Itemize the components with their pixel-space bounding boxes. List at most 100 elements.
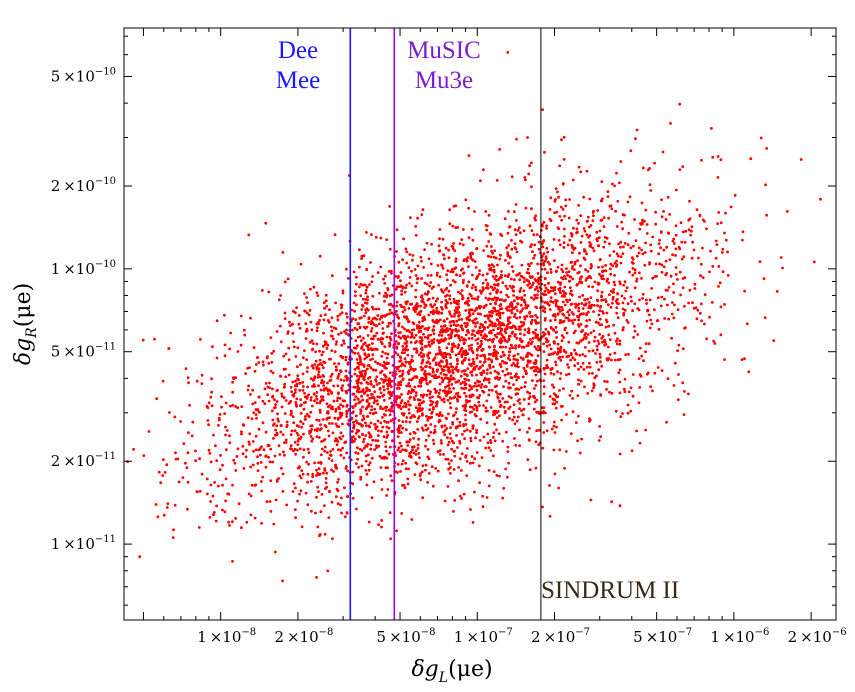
scatter-point bbox=[570, 311, 574, 314]
scatter-point bbox=[542, 252, 546, 256]
scatter-point bbox=[342, 379, 346, 382]
scatter-point bbox=[679, 293, 682, 297]
scatter-point bbox=[294, 379, 297, 383]
scatter-point bbox=[375, 375, 379, 379]
scatter-point bbox=[221, 508, 224, 512]
scatter-point bbox=[473, 334, 477, 337]
scatter-point bbox=[510, 376, 514, 380]
scatter-point bbox=[489, 255, 493, 259]
scatter-point bbox=[466, 374, 469, 378]
scatter-point bbox=[542, 342, 545, 346]
scatter-point bbox=[234, 517, 238, 520]
scatter-point bbox=[274, 428, 277, 432]
scatter-point bbox=[528, 395, 532, 399]
scatter-point bbox=[504, 467, 508, 471]
scatter-point bbox=[381, 337, 385, 341]
scatter-point bbox=[449, 362, 452, 366]
scatter-point bbox=[460, 497, 463, 500]
scatter-point bbox=[493, 322, 497, 326]
scatter-point bbox=[343, 441, 347, 445]
scatter-point bbox=[781, 266, 784, 270]
scatter-point bbox=[406, 482, 410, 486]
scatter-point bbox=[319, 314, 323, 318]
scatter-point bbox=[548, 308, 552, 311]
scatter-point bbox=[291, 332, 295, 335]
scatter-point bbox=[566, 363, 569, 366]
scatter-point bbox=[528, 310, 532, 314]
scatter-point bbox=[399, 380, 403, 384]
scatter-point bbox=[344, 355, 348, 359]
scatter-point bbox=[549, 371, 553, 375]
scatter-point bbox=[252, 449, 256, 453]
scatter-point bbox=[562, 241, 566, 245]
scatter-point bbox=[375, 399, 379, 403]
scatter-point bbox=[327, 388, 331, 392]
scatter-point bbox=[186, 507, 189, 511]
scatter-point bbox=[566, 273, 569, 277]
scatter-point bbox=[456, 290, 460, 294]
scatter-point bbox=[435, 404, 438, 408]
scatter-point bbox=[206, 406, 210, 409]
scatter-point bbox=[414, 333, 418, 337]
scatter-point bbox=[304, 415, 307, 418]
scatter-point bbox=[443, 424, 447, 428]
scatter-point bbox=[527, 438, 531, 441]
scatter-point bbox=[473, 457, 477, 461]
scatter-point bbox=[518, 407, 521, 410]
scatter-point bbox=[274, 403, 277, 406]
scatter-point bbox=[431, 305, 435, 309]
scatter-point bbox=[580, 437, 583, 441]
scatter-point bbox=[433, 356, 437, 359]
scatter-point bbox=[260, 480, 263, 483]
scatter-point bbox=[548, 514, 552, 518]
scatter-point bbox=[608, 254, 612, 257]
scatter-point bbox=[306, 503, 310, 507]
scatter-point bbox=[414, 274, 418, 277]
scatter-point bbox=[553, 259, 556, 262]
scatter-point bbox=[357, 422, 361, 426]
scatter-point bbox=[354, 290, 357, 293]
scatter-point bbox=[386, 352, 390, 356]
scatter-point bbox=[524, 370, 528, 373]
scatter-point bbox=[745, 322, 749, 326]
scatter-point bbox=[388, 445, 392, 449]
scatter-point bbox=[647, 313, 651, 317]
scatter-point bbox=[578, 295, 581, 299]
scatter-point bbox=[690, 229, 693, 233]
scatter-point bbox=[608, 204, 612, 208]
scatter-point bbox=[673, 361, 677, 365]
scatter-point bbox=[656, 319, 660, 322]
scatter-point bbox=[409, 216, 412, 220]
scatter-point bbox=[471, 357, 475, 361]
scatter-point bbox=[510, 175, 514, 179]
scatter-point bbox=[411, 448, 414, 452]
scatter-point bbox=[325, 304, 329, 308]
scatter-point bbox=[299, 262, 303, 266]
scatter-point bbox=[497, 432, 501, 436]
scatter-point bbox=[505, 246, 508, 250]
scatter-point bbox=[476, 321, 479, 324]
scatter-point bbox=[533, 243, 537, 247]
scatter-point bbox=[467, 358, 471, 362]
scatter-point bbox=[370, 396, 374, 400]
scatter-point bbox=[488, 268, 491, 271]
scatter-point bbox=[346, 361, 350, 365]
scatter-point bbox=[550, 367, 554, 371]
scatter-point bbox=[490, 360, 494, 364]
scatter-point bbox=[720, 251, 724, 254]
scatter-point bbox=[353, 309, 356, 313]
scatter-point bbox=[533, 387, 536, 390]
scatter-point bbox=[615, 252, 619, 256]
scatter-point bbox=[683, 276, 687, 279]
scatter-point bbox=[416, 216, 419, 220]
scatter-point bbox=[513, 312, 517, 316]
scatter-point bbox=[551, 300, 555, 304]
scatter-point bbox=[506, 295, 510, 299]
scatter-point bbox=[618, 391, 622, 395]
scatter-point bbox=[522, 407, 526, 411]
scatter-point bbox=[364, 434, 368, 437]
scatter-point bbox=[479, 354, 482, 358]
scatter-point bbox=[365, 307, 369, 310]
scatter-point bbox=[567, 216, 571, 220]
scatter-point bbox=[365, 444, 369, 448]
